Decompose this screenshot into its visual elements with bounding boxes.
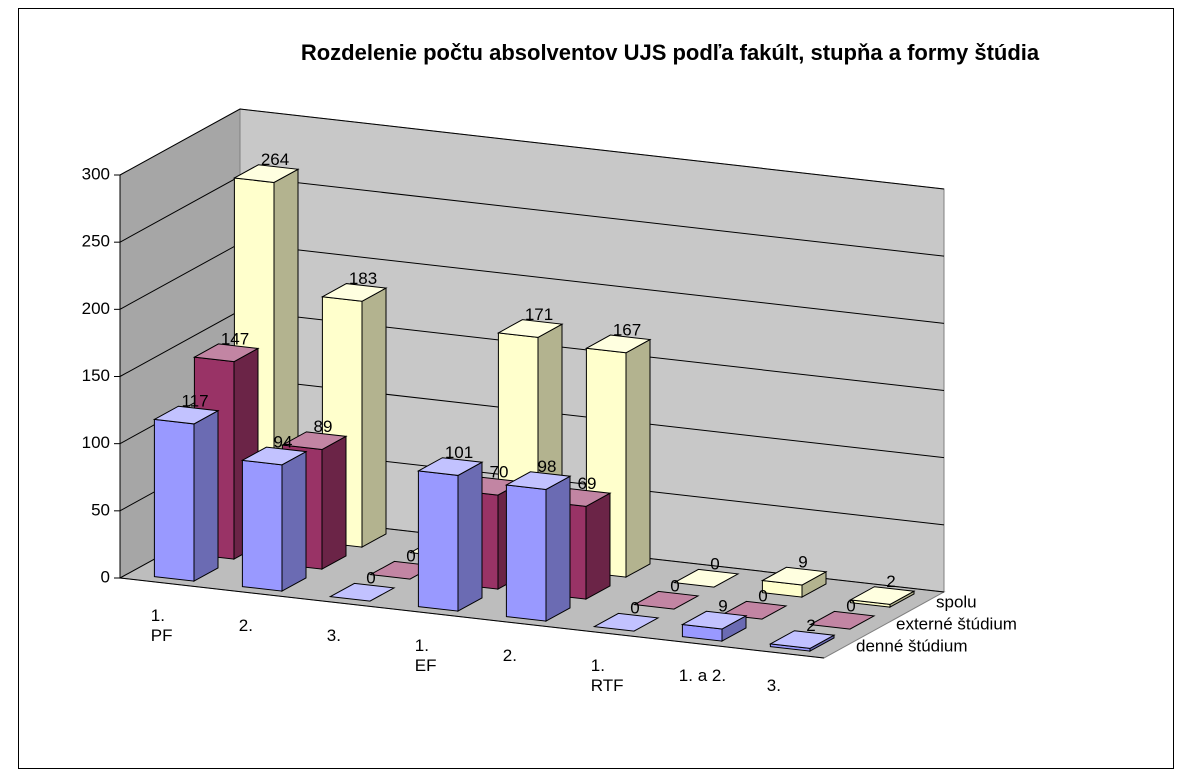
bar-top — [592, 612, 660, 632]
data-label: 0 — [710, 555, 719, 574]
bar-front — [153, 418, 195, 582]
bar-side — [585, 492, 611, 600]
x-tick-label: 2. — [238, 615, 253, 635]
bar — [592, 612, 660, 632]
data-label: 0 — [670, 577, 679, 596]
data-label: 183 — [349, 269, 377, 288]
bar-top — [768, 630, 836, 649]
x-tick-label: 2. — [502, 645, 517, 665]
data-label: 94 — [274, 432, 293, 451]
data-label: 0 — [406, 547, 415, 566]
bar — [504, 471, 572, 622]
bar-side — [361, 287, 387, 548]
bar-top — [328, 582, 396, 602]
data-label: 147 — [221, 329, 249, 348]
x-tick-label: 3. — [766, 675, 781, 695]
data-label: 9 — [718, 597, 727, 616]
bar-top — [808, 610, 876, 630]
bar-top — [848, 586, 916, 605]
y-tick-label: 250 — [82, 232, 110, 251]
bar-top — [672, 568, 740, 588]
bar-side — [625, 338, 651, 578]
bar — [848, 586, 916, 608]
data-label: 2 — [806, 616, 815, 635]
x-tick-label: 3. — [326, 625, 341, 645]
bar-top — [416, 457, 484, 476]
bar-top — [232, 164, 300, 183]
bar-front — [505, 484, 547, 622]
series-label: denné štúdium — [856, 636, 968, 655]
bar-top — [584, 334, 652, 354]
bar — [416, 457, 484, 612]
bar-top — [496, 319, 564, 338]
data-label: 69 — [578, 474, 597, 493]
bar-top — [760, 566, 828, 586]
bar-top — [152, 405, 220, 425]
x-tick-label: 1. EF — [414, 635, 437, 675]
series-label: externé štúdium — [896, 614, 1017, 633]
bar-top — [632, 590, 700, 610]
data-label: 0 — [630, 599, 639, 618]
bar-side — [321, 435, 347, 570]
data-label: 89 — [314, 417, 333, 436]
bar-side — [457, 461, 483, 612]
bar — [328, 582, 396, 602]
data-label: 117 — [181, 392, 208, 411]
y-tick-label: 100 — [82, 433, 110, 452]
bar — [760, 566, 828, 598]
data-label: 171 — [525, 305, 553, 324]
y-tick-label: 150 — [82, 366, 110, 385]
bar-side — [281, 450, 307, 592]
y-tick-label: 300 — [82, 164, 110, 183]
data-label: 2 — [886, 572, 895, 591]
bar — [768, 630, 836, 652]
data-label: 70 — [490, 463, 509, 482]
y-tick-label: 200 — [82, 299, 110, 318]
bar-front — [241, 459, 283, 592]
bar — [632, 590, 700, 610]
bar-side — [193, 409, 219, 582]
x-tick-label: 1. a 2. — [678, 665, 727, 685]
series-label: spolu — [936, 592, 977, 611]
chart-frame — [18, 8, 1174, 769]
x-tick-label: 1. RTF — [590, 655, 624, 695]
data-label: 9 — [798, 553, 807, 572]
bar — [240, 446, 308, 592]
bar — [680, 610, 748, 642]
bar-top — [240, 446, 308, 466]
bar — [152, 405, 220, 582]
bar — [808, 610, 876, 630]
bar-top — [280, 431, 348, 451]
data-label: 98 — [538, 457, 557, 476]
bar — [672, 568, 740, 588]
x-axis — [119, 577, 825, 659]
bar-top — [192, 343, 260, 363]
y-tick-label: 0 — [101, 567, 110, 586]
bar-top — [504, 471, 572, 490]
data-label: 0 — [366, 569, 375, 588]
data-label: 101 — [445, 443, 473, 462]
chart-title: Rozdelenie počtu absolventov UJS podľa f… — [300, 40, 1040, 65]
bar-top — [680, 610, 748, 630]
bar-top — [320, 283, 388, 302]
data-label: 0 — [758, 587, 767, 606]
bar-front — [417, 470, 459, 612]
grid-line — [119, 108, 945, 190]
data-label: 0 — [846, 597, 855, 616]
x-tick-label: 1. PF — [150, 605, 173, 645]
y-tick-label: 50 — [91, 500, 110, 519]
data-label: 264 — [261, 150, 289, 169]
data-label: 167 — [613, 320, 641, 339]
bar-side — [545, 475, 571, 622]
